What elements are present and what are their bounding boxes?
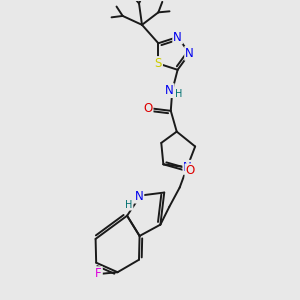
Text: O: O <box>185 164 195 177</box>
Text: N: N <box>185 47 194 60</box>
Text: H: H <box>175 88 182 99</box>
Text: N: N <box>135 190 143 202</box>
Text: H: H <box>125 200 133 210</box>
Text: S: S <box>155 57 162 70</box>
Text: N: N <box>183 161 192 174</box>
Text: N: N <box>165 84 174 97</box>
Text: F: F <box>95 267 102 280</box>
Text: O: O <box>143 102 152 115</box>
Text: N: N <box>173 31 182 44</box>
